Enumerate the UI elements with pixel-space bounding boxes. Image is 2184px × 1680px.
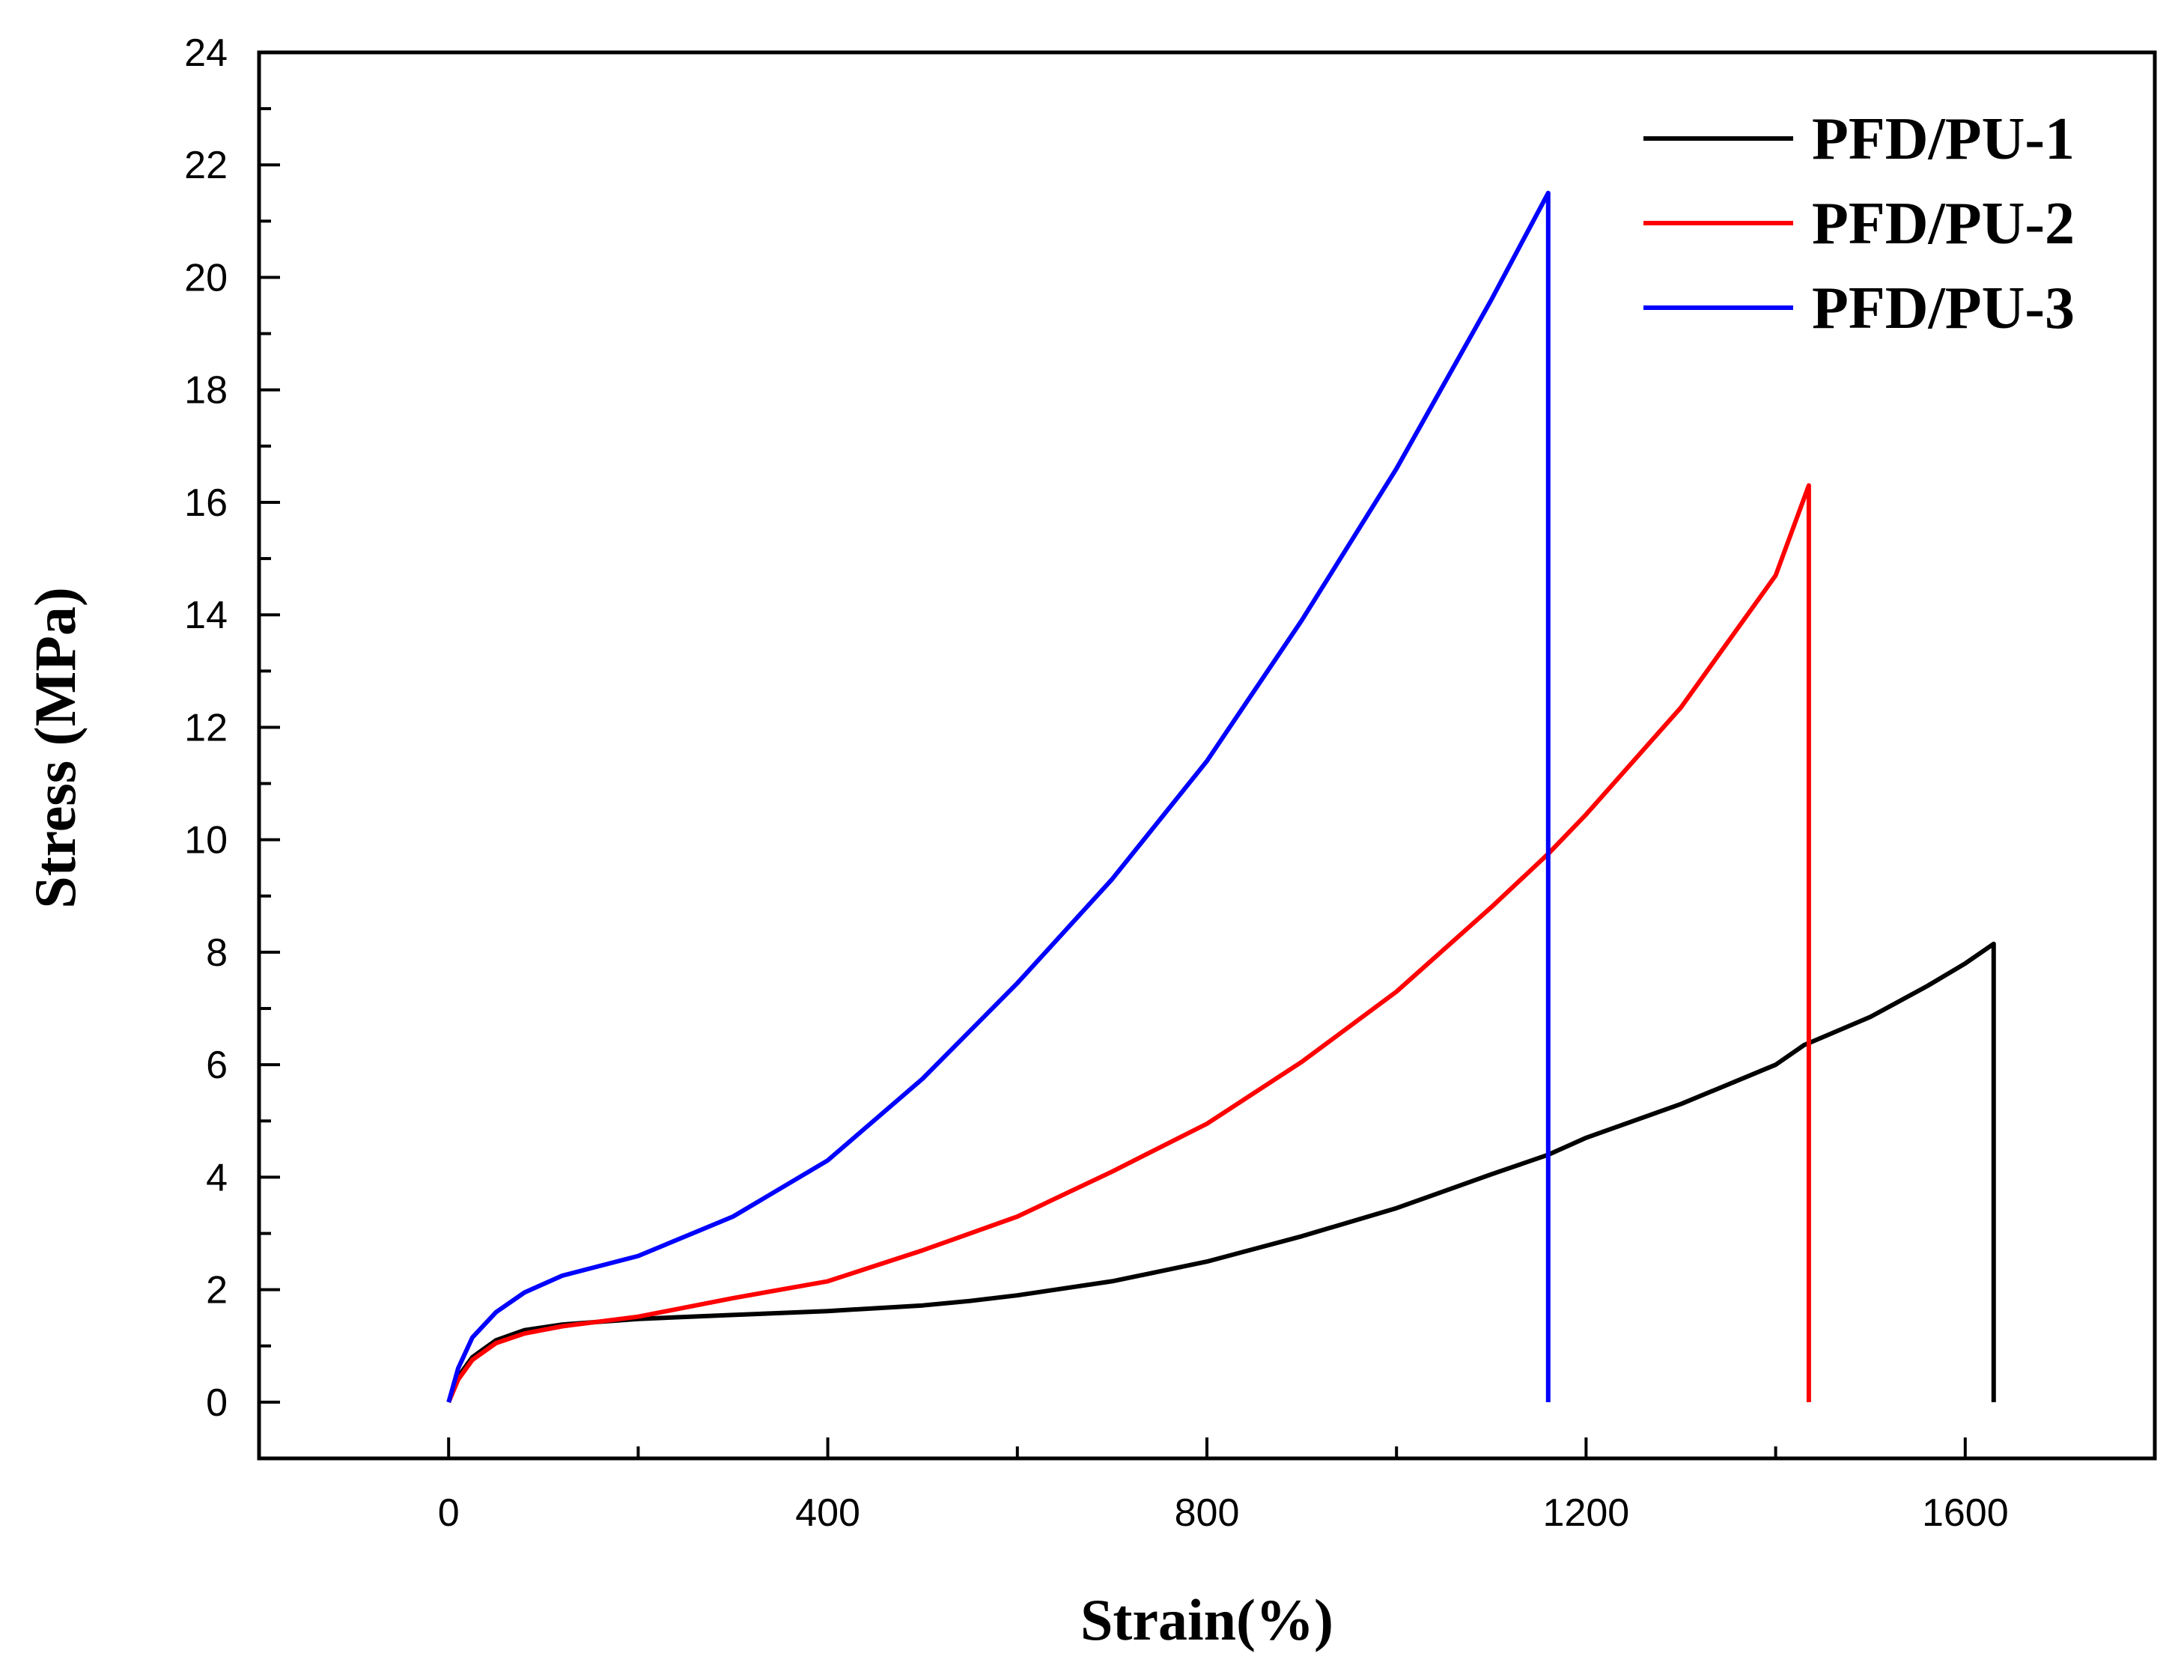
- y-tick-label: 4: [206, 1156, 228, 1199]
- y-tick-label: 0: [206, 1381, 228, 1425]
- x-tick-label: 400: [795, 1491, 860, 1535]
- y-tick-label: 20: [184, 256, 228, 299]
- y-tick-label: 24: [184, 31, 228, 75]
- legend-label: PFD/PU-3: [1812, 276, 2075, 341]
- y-tick-label: 16: [184, 481, 228, 525]
- series-line-pfd-pu-1: [446, 941, 1996, 1403]
- y-axis-title: Stress (MPa): [22, 587, 88, 909]
- y-tick-label: 8: [206, 931, 228, 975]
- plot-frame: [257, 50, 2157, 1461]
- x-tick-label: 1200: [1543, 1491, 1630, 1535]
- legend-label: PFD/PU-1: [1812, 106, 2075, 172]
- y-tick-label: 14: [184, 594, 228, 637]
- series-line-pfd-pu-2: [446, 483, 1811, 1404]
- legend-label: PFD/PU-2: [1812, 191, 2075, 257]
- y-tick-label: 18: [184, 369, 228, 413]
- y-tick-label: 6: [206, 1044, 228, 1087]
- x-tick-label: 0: [438, 1491, 460, 1535]
- y-tick-label: 12: [184, 706, 228, 749]
- series-line-pfd-pu-3: [446, 190, 1551, 1403]
- x-axis-title: Strain(%): [1080, 1587, 1333, 1652]
- y-tick-label: 10: [184, 819, 228, 862]
- y-tick-label: 22: [184, 144, 228, 187]
- y-tick-label: 2: [206, 1269, 228, 1312]
- x-tick-label: 1600: [1922, 1491, 2009, 1535]
- x-tick-label: 800: [1175, 1491, 1240, 1535]
